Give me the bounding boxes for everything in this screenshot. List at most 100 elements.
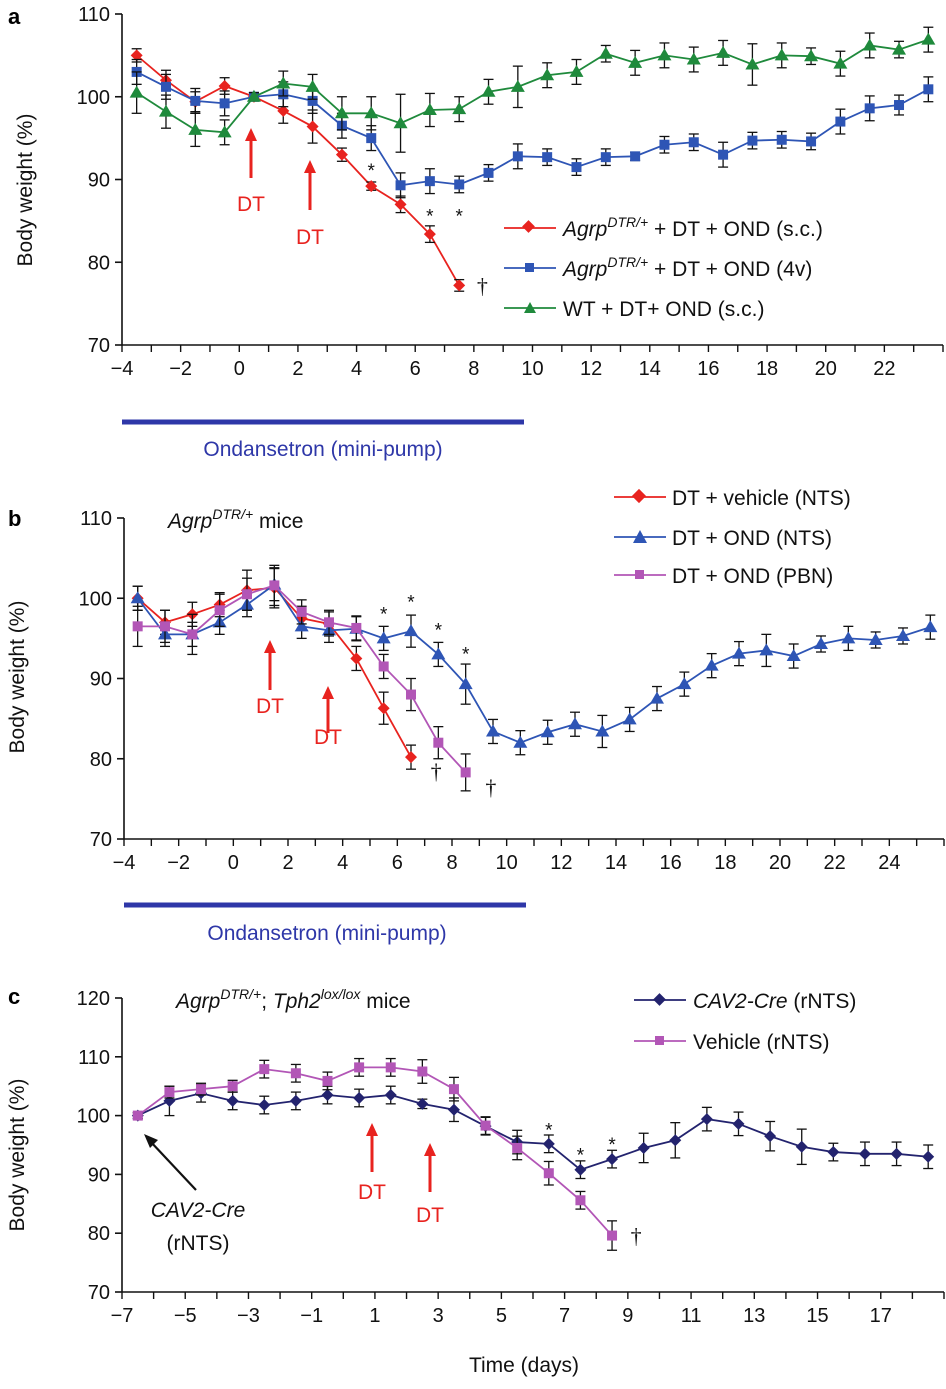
data-point [540,68,555,81]
panel-c: c Body weight (%) AgrpDTR/+; Tph2lox/lox… [6,984,945,1377]
dt-arrow-head [424,1143,436,1156]
legend-a-item-1: AgrpDTR/+ + DT + OND (s.c.) [504,214,823,241]
data-point [305,79,320,92]
annotations-c: * * * † DT DT [358,1120,642,1248]
data-point [378,661,389,672]
death-dagger: † [431,759,442,784]
x-tick-label-b: 12 [550,852,572,874]
data-point [571,162,582,173]
x-tick-label-a: 6 [410,358,421,380]
data-point [226,1094,239,1107]
data-point [453,279,466,292]
legend-a-item-3: WT + DT+ OND (s.c.) [504,298,764,321]
data-point [657,48,672,61]
legend-b-marker-2 [633,530,647,543]
x-tick-label-c: 3 [433,1305,444,1327]
legend-a-label-3: WT + DT+ OND (s.c.) [563,298,764,321]
dt-label: DT [416,1204,444,1227]
panel-letter-b: b [8,506,21,531]
y-tick-label-b: 80 [90,749,112,771]
legend-b-marker-3 [635,570,644,579]
data-point [786,649,801,662]
data-point [630,151,641,162]
legend-a-item-2: AgrpDTR/+ + DT + OND (4v) [504,254,812,281]
x-tick-label-b: −2 [167,852,190,874]
data-point [575,1195,586,1206]
series-line [137,1092,929,1171]
dt-label: DT [256,695,284,718]
legend-b-label-3: DT + OND (PBN) [672,565,833,588]
significance-star: * [608,1135,616,1156]
significance-star: * [455,207,463,228]
data-point [458,677,473,690]
data-point [481,84,496,97]
y-tick-label-b: 70 [90,829,112,851]
significance-star: * [462,644,470,665]
data-point [747,135,758,146]
dt-label: DT [358,1181,386,1204]
data-point [921,32,936,45]
series-line [137,1066,613,1237]
data-point [574,1163,587,1176]
data-point [416,1097,429,1110]
y-tick-label-b: 110 [80,508,112,530]
x-tick-label-c: 17 [870,1305,892,1327]
legend-b: DT + vehicle (NTS) DT + OND (NTS) DT + O… [614,487,851,588]
data-point [595,724,610,737]
data-point [129,85,144,98]
series-line [136,71,929,187]
y-tick-label-c: 110 [78,1047,110,1069]
data-point [353,1091,366,1104]
data-point [385,1062,396,1073]
data-point [190,95,201,106]
axes-a: 70 80 90 100 110 −4 −2 0 2 4 6 8 10 12 14 16 18 20 22 [77,4,944,380]
data-point [483,167,494,178]
series-line [137,586,412,758]
y-tick-label-c: 80 [88,1223,110,1245]
data-point [606,1153,619,1166]
data-point [322,1075,333,1086]
legend-b-marker-1 [631,488,647,504]
x-tick-label-b: 18 [714,852,736,874]
data-point [160,621,170,632]
data-point [422,102,437,115]
panel-letter-a: a [8,4,21,29]
data-point [814,636,828,649]
x-tick-label-a: 8 [468,358,479,380]
x-tick-label-c: 1 [369,1305,380,1327]
data-point [219,98,230,109]
x-tick-label-a: 12 [580,358,602,380]
dt-arrow-c-2: DT [416,1143,444,1227]
dt-arrow-head [245,128,257,141]
data-point [543,1168,554,1179]
data-point [227,1081,238,1092]
data-point [377,702,390,715]
legend-b-label-2: DT + OND (NTS) [672,527,832,550]
data-point [307,95,318,106]
data-point [732,1117,745,1130]
dt-arrow-b-2: DT [314,686,342,749]
data-point [512,1142,523,1153]
data-point [677,677,692,690]
ondansetron-label-b: Ondansetron (mini-pump) [207,922,446,945]
x-tick-label-b: 22 [824,852,846,874]
x-tick-label-a: 14 [639,358,661,380]
significance-star: * [577,1146,585,1167]
x-tick-label-c: −5 [174,1305,197,1327]
y-tick-label-c: 100 [77,1106,110,1128]
data-point [158,104,173,117]
x-tick-label-a: 2 [292,358,303,380]
x-tick-label-c: −3 [237,1305,260,1327]
data-point [395,180,406,191]
cav2-label-line2: (rNTS) [167,1232,230,1255]
x-tick-label-a: 16 [697,358,719,380]
data-point [628,55,643,68]
data-point [804,49,819,62]
x-tick-label-a: −4 [111,358,134,380]
data-point [833,56,848,69]
data-point [187,629,198,640]
series-a-3 [129,26,936,153]
legend-c-marker-1 [653,993,666,1006]
data-point [622,712,637,725]
data-point [217,125,232,138]
